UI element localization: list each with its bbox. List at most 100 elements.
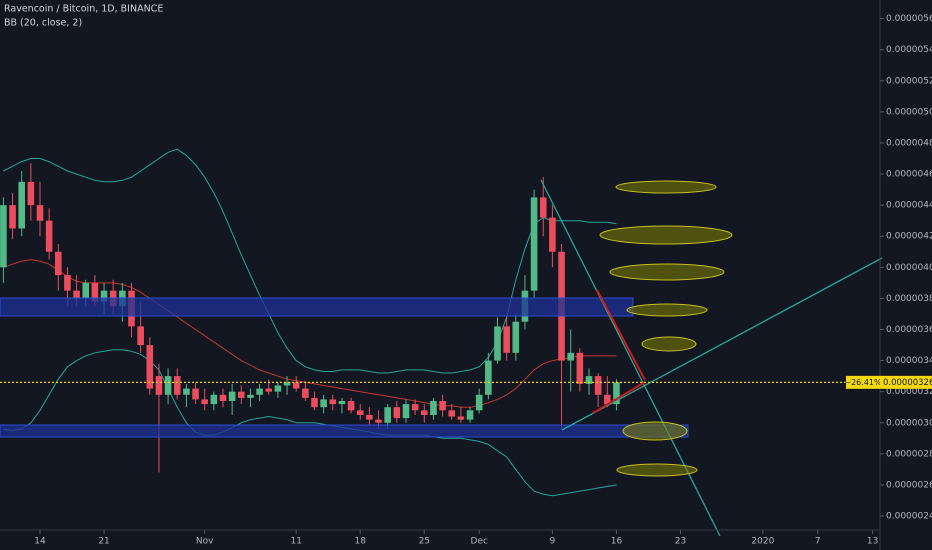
target-ellipse (622, 421, 688, 441)
candle-body (594, 376, 602, 395)
candle-body (411, 404, 419, 411)
target-ellipse (599, 225, 733, 245)
candle-body (475, 394, 483, 411)
candle-body (613, 382, 620, 405)
chart-title: Ravencoin / Bitcoin, 1D, BINANCE (4, 4, 163, 15)
candle-body (183, 388, 190, 395)
candle-body (256, 388, 263, 395)
candle-body (393, 407, 401, 419)
candle-body (512, 321, 520, 353)
candle-body (146, 345, 154, 389)
x-tick-label: Dec (470, 537, 487, 547)
candle-body (430, 400, 437, 415)
candle-body (91, 282, 99, 302)
candle-body (173, 376, 181, 395)
candle-body (375, 419, 382, 423)
trend-line (561, 257, 883, 431)
candle-body (247, 394, 254, 398)
x-tick-label: 14 (34, 537, 46, 547)
candle-body (439, 400, 446, 411)
candle-body (347, 400, 355, 411)
x-tick-label: 16 (611, 537, 623, 547)
candle-body (201, 399, 208, 405)
candle-body (366, 414, 373, 420)
x-tick-label: 13 (867, 537, 878, 547)
candle-body (311, 397, 318, 408)
candle-body (448, 410, 456, 417)
candle-body (192, 388, 199, 400)
price-badge (880, 375, 932, 389)
candle-body (567, 352, 574, 361)
x-tick-label: 18 (355, 537, 367, 547)
candle-body (36, 205, 44, 221)
x-tick-label: 9 (550, 537, 556, 547)
target-ellipse (615, 180, 717, 194)
candle-body (539, 197, 547, 218)
bb-upper (3, 148, 617, 374)
candle-body (283, 382, 291, 386)
drawings (0, 179, 883, 537)
target-ellipse (626, 303, 708, 317)
x-tick-label: 23 (675, 537, 686, 547)
candle-body (274, 385, 282, 392)
candle-body (338, 400, 346, 405)
bb-basis (3, 259, 617, 408)
candle-body (164, 376, 172, 395)
bb-lower (3, 349, 617, 497)
trend-line (540, 179, 721, 537)
candle-body (219, 394, 227, 401)
indicator-label: BB (20, close, 2) (4, 18, 82, 29)
candle-body (503, 326, 510, 353)
x-tick-label: 11 (290, 537, 301, 547)
candle-body (466, 410, 474, 420)
change-label: −26.41% (844, 378, 882, 387)
candle-body (356, 410, 364, 415)
candle-body (27, 181, 35, 206)
candle-body (494, 326, 501, 361)
candle-body (9, 205, 16, 229)
candle-body (0, 205, 7, 268)
candle-body (302, 388, 309, 398)
candle-body (45, 220, 53, 252)
resistance-zone (0, 297, 634, 317)
candle-body (457, 416, 465, 420)
x-tick-label: Nov (196, 537, 214, 547)
candle-body (402, 404, 410, 419)
x-tick-label: 25 (419, 537, 430, 547)
change-badge (846, 375, 880, 389)
target-ellipse (616, 463, 698, 477)
y-tick-label: 0.00000560 (886, 14, 932, 24)
candle-body (485, 360, 492, 395)
candle-body (421, 410, 428, 415)
candle-body (55, 251, 62, 276)
support-zone (0, 424, 689, 438)
triangle-line (596, 289, 646, 381)
x-tick-label: 2020 (751, 537, 774, 547)
candle-body (137, 326, 144, 346)
triangle-line (592, 381, 646, 414)
candle-body (238, 391, 245, 398)
target-ellipse (641, 336, 697, 352)
candle-body (320, 399, 327, 408)
candle-body (585, 376, 593, 384)
candle-body (384, 407, 391, 423)
candle-body (292, 382, 300, 389)
candle-body (82, 282, 90, 299)
candle-body (604, 394, 611, 405)
candle-body (64, 275, 71, 291)
candle-body (100, 290, 108, 302)
candle-body (228, 391, 236, 401)
candle-body (18, 181, 25, 229)
